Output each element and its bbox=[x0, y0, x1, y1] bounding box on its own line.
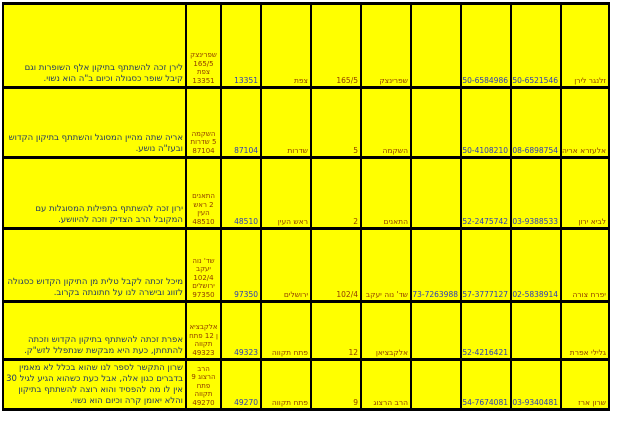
phone-3-cell[interactable] bbox=[410, 2, 462, 89]
phone-1-cell[interactable]: 03-9388533 bbox=[510, 156, 562, 230]
zip-cell[interactable]: 48510 bbox=[220, 156, 262, 230]
address-cell[interactable]: אלקבציאן 12 פתח תקווה 49323 bbox=[185, 300, 222, 361]
house-cell[interactable]: 5 bbox=[310, 86, 362, 159]
zip-cell[interactable]: 87104 bbox=[220, 86, 262, 159]
testimonial-cell[interactable]: לירן זכה להשתתף בתיקון אלף השופרות וגם ק… bbox=[2, 2, 187, 89]
street-cell[interactable]: התאנים bbox=[360, 156, 412, 230]
phone-2-cell[interactable]: 050-4108210 bbox=[460, 86, 512, 159]
address-cell[interactable]: הרב הרצוג 9 פתח תקווה 49270 bbox=[185, 358, 222, 411]
phone-2-cell[interactable]: 057-3777127 bbox=[460, 227, 512, 303]
zip-cell[interactable]: 49270 bbox=[220, 358, 262, 411]
city-cell[interactable]: פתח תקווה bbox=[260, 300, 312, 361]
name-cell[interactable]: גלילי אפרת bbox=[560, 300, 610, 361]
zip-cell[interactable]: 97350 bbox=[220, 227, 262, 303]
name-cell[interactable]: שרון ארז bbox=[560, 358, 610, 411]
street-cell[interactable]: שפרינצק bbox=[360, 2, 412, 89]
table-row: זלנגר לירן 050-6521546 050-6584986 שפרינ… bbox=[2, 2, 610, 89]
city-cell[interactable]: שדרות bbox=[260, 86, 312, 159]
city-cell[interactable]: פתח תקווה bbox=[260, 358, 312, 411]
testimonial-cell[interactable]: שרון התקשר לספר לנו שהוא בכלל לא מאמין ב… bbox=[2, 358, 187, 411]
testimonial-cell[interactable]: ירון זכה להשתתף בתפילות המסוגלות עם המקו… bbox=[2, 156, 187, 230]
zip-cell[interactable]: 49323 bbox=[220, 300, 262, 361]
phone-1-cell[interactable]: 050-6521546 bbox=[510, 2, 562, 89]
spreadsheet: זלנגר לירן 050-6521546 050-6584986 שפרינ… bbox=[2, 2, 610, 411]
address-cell[interactable]: השקמה 5 שדרות 87104 bbox=[185, 86, 222, 159]
testimonial-cell[interactable]: מיכל זכתה לקבל טלית מן התיקון הקדוש כסגו… bbox=[2, 227, 187, 303]
street-cell[interactable]: הרב הרצוג bbox=[360, 358, 412, 411]
phone-2-cell[interactable]: 050-6584986 bbox=[460, 2, 512, 89]
phone-1-cell[interactable] bbox=[510, 300, 562, 361]
phone-2-cell[interactable]: 052-2475742 bbox=[460, 156, 512, 230]
phone-2-cell[interactable]: 052-4216421 bbox=[460, 300, 512, 361]
phone-1-cell[interactable]: 08-6898754 bbox=[510, 86, 562, 159]
house-cell[interactable]: 9 bbox=[310, 358, 362, 411]
phone-1-cell[interactable]: 02-5838914 bbox=[510, 227, 562, 303]
zip-cell[interactable]: 13351 bbox=[220, 2, 262, 89]
phone-2-cell[interactable]: 054-7674081 bbox=[460, 358, 512, 411]
name-cell[interactable]: אלעזרא אריה bbox=[560, 86, 610, 159]
phone-3-cell[interactable] bbox=[410, 86, 462, 159]
testimonial-cell[interactable]: אפרת זכתה להשתתף בתיקון הקדוש וזכתה להתח… bbox=[2, 300, 187, 361]
testimonials-table: זלנגר לירן 050-6521546 050-6584986 שפרינ… bbox=[2, 2, 610, 411]
house-cell[interactable]: 12 bbox=[310, 300, 362, 361]
street-cell[interactable]: שד' נוה יעקב bbox=[360, 227, 412, 303]
table-row: גלילי אפרת 052-4216421 אלקבציאן 12 פתח ת… bbox=[2, 300, 610, 361]
phone-3-cell[interactable] bbox=[410, 300, 462, 361]
address-cell[interactable]: שפרינצק 165/5 צפת 13351 bbox=[185, 2, 222, 89]
name-cell[interactable]: יפרח צורה bbox=[560, 227, 610, 303]
address-cell[interactable]: התאנים 2 ראש העין 48510 bbox=[185, 156, 222, 230]
phone-3-cell[interactable]: 073-7263988 bbox=[410, 227, 462, 303]
table-row: שרון ארז 03-9340481 054-7674081 הרב הרצו… bbox=[2, 358, 610, 411]
name-cell[interactable]: לביא ירון bbox=[560, 156, 610, 230]
table-row: יפרח צורה 02-5838914 057-3777127 073-726… bbox=[2, 227, 610, 303]
name-cell[interactable]: זלנגר לירן bbox=[560, 2, 610, 89]
house-cell[interactable]: 165/5 bbox=[310, 2, 362, 89]
house-cell[interactable]: 102/4 bbox=[310, 227, 362, 303]
street-cell[interactable]: השקמה bbox=[360, 86, 412, 159]
city-cell[interactable]: ירושלים bbox=[260, 227, 312, 303]
street-cell[interactable]: אלקבציאן bbox=[360, 300, 412, 361]
address-cell[interactable]: שד' נוה יעקב 102/4 ירושלים 97350 bbox=[185, 227, 222, 303]
testimonial-cell[interactable]: אריה שתה מהיין המסוגל והשתתף בתיקון הקדו… bbox=[2, 86, 187, 159]
table-row: לביא ירון 03-9388533 052-2475742 התאנים … bbox=[2, 156, 610, 230]
phone-1-cell[interactable]: 03-9340481 bbox=[510, 358, 562, 411]
phone-3-cell[interactable] bbox=[410, 156, 462, 230]
city-cell[interactable]: צפת bbox=[260, 2, 312, 89]
city-cell[interactable]: ראש העין bbox=[260, 156, 312, 230]
phone-3-cell[interactable] bbox=[410, 358, 462, 411]
table-row: אלעזרא אריה 08-6898754 050-4108210 השקמה… bbox=[2, 86, 610, 159]
house-cell[interactable]: 2 bbox=[310, 156, 362, 230]
